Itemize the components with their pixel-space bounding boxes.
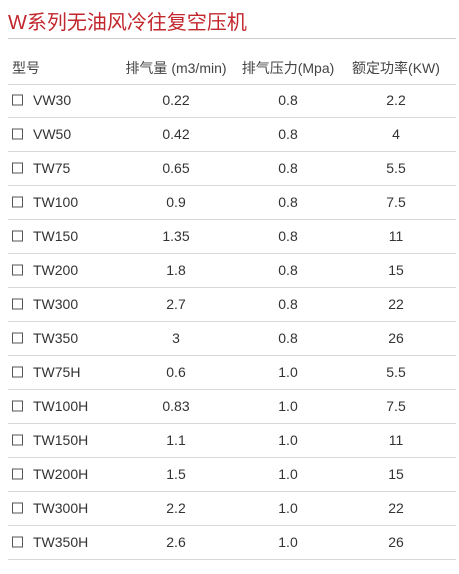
row-rule (8, 287, 456, 288)
table-cell: 0.8 (278, 92, 298, 108)
checkbox[interactable] (12, 400, 23, 412)
table-cell: 0.6 (166, 364, 186, 380)
table-cell: 7.5 (386, 398, 406, 414)
table-cell: 1.1 (166, 432, 186, 448)
row-rule (8, 185, 456, 186)
checkbox[interactable] (12, 332, 23, 344)
model-name: VW30 (33, 92, 72, 108)
model-name: TW150H (33, 432, 89, 448)
table-cell: 0.22 (162, 92, 190, 108)
model-name: TW200 (33, 262, 79, 278)
checkbox[interactable] (12, 196, 23, 208)
table-cell: 0.8 (278, 160, 298, 176)
table-cell: 0.8 (278, 228, 298, 244)
table-cell: 1.0 (278, 500, 298, 516)
model-name: TW300H (33, 500, 89, 516)
table-cell: 26 (388, 534, 404, 550)
table-cell: 0.8 (278, 194, 298, 210)
title-rule (8, 38, 456, 39)
table-cell: 22 (388, 500, 404, 516)
table-cell: 0.8 (278, 296, 298, 312)
model-name: TW150 (33, 228, 79, 244)
row-rule (8, 151, 456, 152)
row-rule (8, 321, 456, 322)
column-header: 型号 (12, 60, 40, 76)
table-cell: 1.0 (278, 398, 298, 414)
column-header: 排气压力(Mpa) (241, 60, 335, 76)
checkbox[interactable] (12, 366, 23, 378)
model-name: TW100H (33, 398, 89, 414)
title: W系列无油风冷往复空压机 (8, 12, 247, 34)
table-cell: 0.8 (278, 126, 298, 142)
table-cell: 0.83 (162, 398, 190, 414)
table-cell: 1.0 (278, 466, 298, 482)
table-cell: 4 (392, 126, 400, 142)
table-cell: 1.0 (278, 432, 298, 448)
column-header: 额定功率(KW) (352, 60, 440, 76)
row-rule (8, 389, 456, 390)
table-cell: 0.42 (162, 126, 190, 142)
table-cell: 2.6 (166, 534, 186, 550)
checkbox[interactable] (12, 434, 23, 446)
model-name: TW75H (33, 364, 81, 380)
table-cell: 1.8 (166, 262, 186, 278)
table-cell: 3 (172, 330, 180, 346)
checkbox[interactable] (12, 264, 23, 276)
row-rule (8, 491, 456, 492)
table-cell: 0.65 (162, 160, 190, 176)
model-name: TW350 (33, 330, 79, 346)
row-rule (8, 559, 456, 560)
checkbox[interactable] (12, 128, 23, 140)
row-rule (8, 355, 456, 356)
table-cell: 22 (388, 296, 404, 312)
table-cell: 5.5 (386, 364, 406, 380)
row-rule (8, 253, 456, 254)
table-cell: 7.5 (386, 194, 406, 210)
table-cell: 2.2 (166, 500, 186, 516)
model-name: TW300 (33, 296, 79, 312)
row-rule (8, 423, 456, 424)
table-cell: 2.2 (386, 92, 406, 108)
table-cell: 0.9 (166, 194, 186, 210)
column-header: 排气量 (m3/min) (125, 60, 227, 76)
model-name: TW100 (33, 194, 79, 210)
table-cell: 1.5 (166, 466, 186, 482)
checkbox[interactable] (12, 298, 23, 310)
model-name: TW350H (33, 534, 89, 550)
table-cell: 11 (388, 432, 404, 448)
checkbox[interactable] (12, 468, 23, 480)
checkbox[interactable] (12, 230, 23, 242)
table-cell: 0.8 (278, 262, 298, 278)
table-cell: 15 (388, 262, 404, 278)
table-cell: 1.35 (162, 228, 190, 244)
table-cell: 1.0 (278, 534, 298, 550)
model-name: VW50 (33, 126, 72, 142)
table-cell: 0.8 (278, 330, 298, 346)
table-cell: 2.7 (166, 296, 186, 312)
table-cell: 15 (388, 466, 404, 482)
table-cell: 11 (388, 228, 404, 244)
checkbox[interactable] (12, 94, 23, 106)
table-cell: 26 (388, 330, 404, 346)
row-rule (8, 525, 456, 526)
checkbox[interactable] (12, 502, 23, 514)
header-rule (8, 84, 456, 85)
row-rule (8, 457, 456, 458)
model-name: TW200H (33, 466, 89, 482)
model-name: TW75 (33, 160, 71, 176)
table-cell: 1.0 (278, 364, 298, 380)
checkbox[interactable] (12, 536, 23, 548)
row-rule (8, 219, 456, 220)
checkbox[interactable] (12, 162, 23, 174)
table-cell: 5.5 (386, 160, 406, 176)
row-rule (8, 117, 456, 118)
